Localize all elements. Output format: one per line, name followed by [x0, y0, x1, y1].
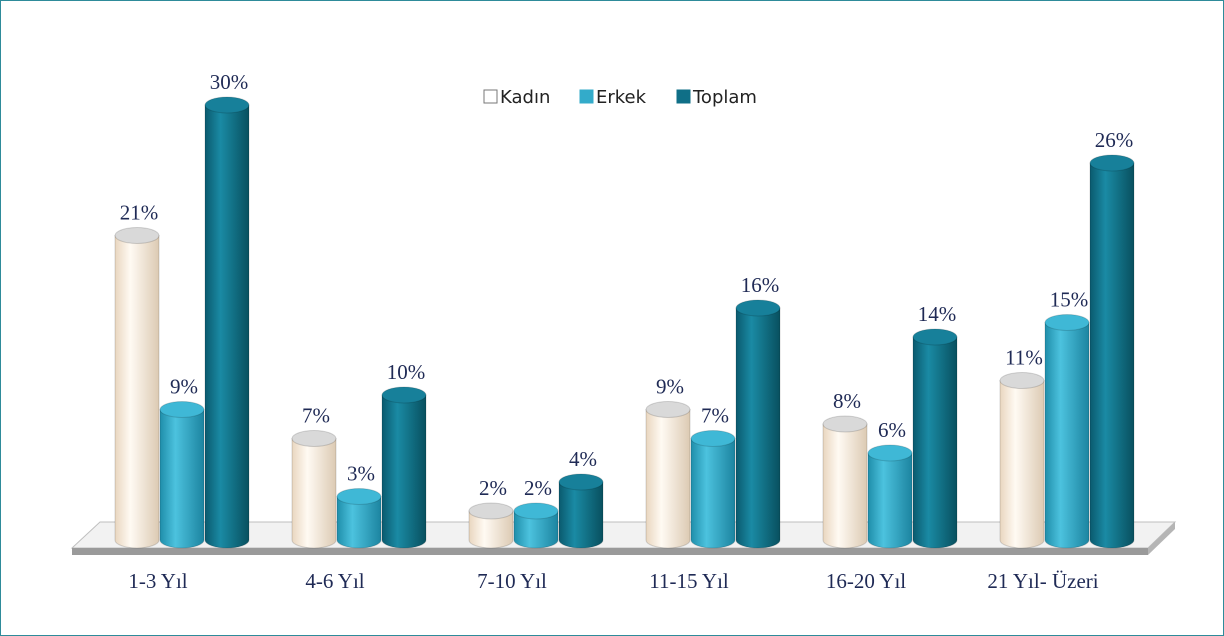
- data-label: 9%: [170, 375, 198, 399]
- legend-swatch: [483, 89, 498, 104]
- bar-cap: [114, 227, 160, 244]
- data-label: 3%: [347, 462, 375, 486]
- data-label: 30%: [210, 70, 249, 94]
- x-tick-label: 11-15 Yıl: [649, 569, 729, 593]
- bar-cap: [336, 488, 382, 505]
- bar-cap: [204, 96, 250, 114]
- data-label: 6%: [878, 418, 906, 442]
- bar-cap: [1044, 314, 1090, 331]
- bar-cap: [645, 401, 691, 418]
- bar-cap: [999, 372, 1045, 389]
- legend-label: Toplam: [692, 87, 757, 108]
- bar-cap: [291, 430, 337, 447]
- bar: [204, 104, 250, 549]
- data-label: 4%: [569, 447, 597, 471]
- bar: [1044, 322, 1090, 549]
- data-label: 9%: [656, 375, 684, 399]
- bar-cap: [690, 430, 736, 447]
- bar: [114, 235, 160, 549]
- bar: [291, 438, 337, 549]
- bar-cap: [159, 401, 205, 418]
- legend-label: Erkek: [596, 87, 647, 108]
- data-label: 16%: [741, 273, 780, 297]
- data-label: 10%: [387, 360, 426, 384]
- data-label: 7%: [302, 404, 330, 428]
- bar: [513, 510, 559, 549]
- bar: [468, 510, 514, 549]
- bar-cap: [513, 502, 559, 520]
- bar: [912, 336, 958, 549]
- bar-cap: [468, 502, 514, 520]
- bar: [690, 438, 736, 549]
- data-label: 7%: [701, 404, 729, 428]
- bar-cap: [867, 444, 913, 462]
- bar-cap: [912, 328, 958, 346]
- data-label: 15%: [1050, 288, 1089, 312]
- bar: [159, 409, 205, 549]
- data-label: 2%: [524, 476, 552, 500]
- bar: [381, 394, 427, 549]
- bar-cap: [1089, 154, 1135, 172]
- x-tick-label: 1-3 Yıl: [128, 569, 187, 593]
- data-label: 26%: [1095, 128, 1134, 152]
- legend-label: Kadın: [500, 87, 550, 108]
- x-tick-label: 7-10 Yıl: [477, 569, 547, 593]
- x-tick-label: 4-6 Yıl: [305, 569, 364, 593]
- bar-cap: [381, 386, 427, 404]
- bar: [867, 452, 913, 549]
- bar: [645, 409, 691, 549]
- bar: [558, 481, 604, 549]
- bar: [822, 423, 868, 549]
- bar: [336, 496, 382, 549]
- legend-swatch: [676, 89, 691, 104]
- data-label: 21%: [120, 201, 159, 225]
- legend-swatch: [579, 89, 594, 104]
- x-tick-label: 21 Yıl- Üzeri: [987, 569, 1098, 593]
- bar: [1089, 162, 1135, 549]
- bar-cap: [822, 415, 868, 433]
- data-label: 14%: [918, 302, 957, 326]
- bar-cap: [558, 473, 604, 491]
- bar: [999, 380, 1045, 549]
- floor-edge: [72, 548, 1148, 555]
- data-label: 8%: [833, 389, 861, 413]
- bar-cap: [735, 299, 781, 317]
- data-label: 2%: [479, 476, 507, 500]
- data-label: 11%: [1005, 346, 1043, 370]
- floor-side: [1148, 522, 1175, 555]
- bar: [735, 307, 781, 549]
- x-tick-label: 16-20 Yıl: [826, 569, 906, 593]
